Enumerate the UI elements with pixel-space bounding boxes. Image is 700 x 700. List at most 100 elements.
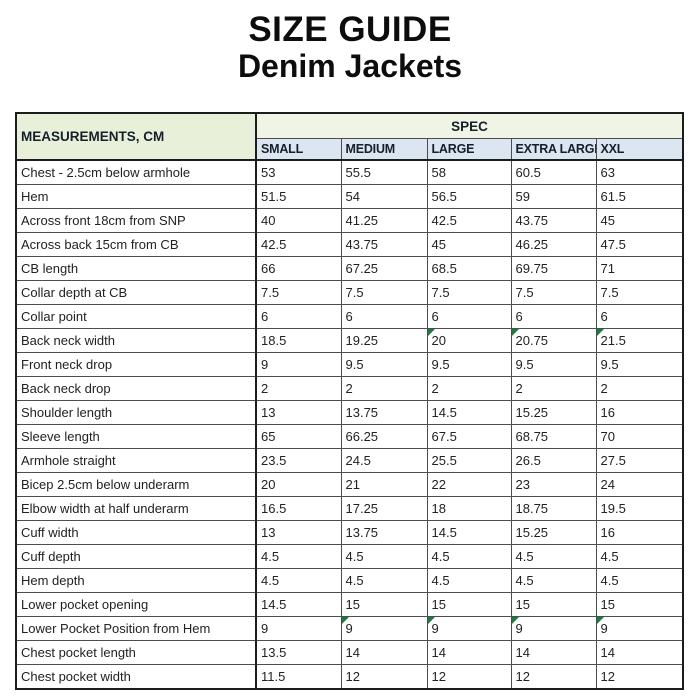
value-cell: 15 [426, 592, 512, 617]
value-cell: 13.5 [255, 640, 342, 665]
value-cell: 7.5 [510, 280, 597, 305]
row-label: Back neck width [15, 328, 257, 353]
value-cell: 55.5 [340, 159, 428, 185]
value-cell: 13 [255, 400, 342, 425]
value-cell: 2 [510, 376, 597, 401]
value-cell: 15.25 [510, 400, 597, 425]
value-cell: 4.5 [340, 544, 428, 569]
table-row: Chest pocket width 11.5 12 12 12 12 [15, 664, 684, 690]
value-text: 65 [261, 429, 276, 444]
value-cell: 42.5 [426, 208, 512, 233]
value-cell: 9 [595, 616, 684, 641]
value-text: 61.5 [600, 189, 626, 204]
value-cell: 7.5 [255, 280, 342, 305]
table-row: Across front 18cm from SNP 40 41.25 42.5 43.… [15, 208, 684, 233]
value-cell: 13.75 [340, 400, 428, 425]
table-row: Elbow width at half underarm 16.5 17.25 18 1… [15, 496, 684, 521]
value-text: 69.75 [515, 261, 549, 276]
comment-marker-icon [342, 617, 349, 624]
value-text: 2 [261, 381, 269, 396]
value-text: 7.5 [600, 285, 619, 300]
value-cell: 45 [426, 232, 512, 257]
row-label: Across back 15cm from CB [15, 232, 257, 257]
value-cell: 14 [510, 640, 597, 665]
comment-marker-icon [597, 617, 604, 624]
value-cell: 16.5 [255, 496, 342, 521]
value-cell: 4.5 [510, 568, 597, 593]
table-header: MEASUREMENTS, CM SPEC SMALL MEDIUM LARGE… [15, 112, 684, 161]
value-text: 4.5 [431, 549, 450, 564]
value-text: 18.75 [515, 501, 549, 516]
table-row: CB length 66 67.25 68.5 69.75 71 [15, 256, 684, 281]
value-text: 7.5 [345, 285, 364, 300]
value-cell: 9 [510, 616, 597, 641]
comment-marker-icon [512, 617, 519, 624]
value-text: 6 [515, 309, 523, 324]
value-text: 24.5 [345, 453, 371, 468]
value-cell: 4.5 [426, 568, 512, 593]
value-text: 42.5 [431, 213, 457, 228]
value-text: 9.5 [515, 357, 534, 372]
value-cell: 71 [595, 256, 684, 281]
value-cell: 51.5 [255, 184, 342, 209]
value-cell: 27.5 [595, 448, 684, 473]
value-text: 20.75 [515, 333, 549, 348]
value-text: 25.5 [431, 453, 457, 468]
value-text: 9 [345, 621, 353, 636]
row-label: Armhole straight [15, 448, 257, 473]
value-text: 12 [431, 669, 446, 684]
value-cell: 15 [595, 592, 684, 617]
value-cell: 60.5 [510, 159, 597, 185]
row-label: Sleeve length [15, 424, 257, 449]
table-row: Bicep 2.5cm below underarm 20 21 22 23 24 [15, 472, 684, 497]
table-row: Front neck drop 9 9.5 9.5 9.5 9.5 [15, 352, 684, 377]
value-cell: 11.5 [255, 664, 342, 690]
value-text: 19.5 [600, 501, 626, 516]
value-text: 4.5 [600, 549, 619, 564]
table-row: Across back 15cm from CB 42.5 43.75 45 46.25… [15, 232, 684, 257]
value-text: 6 [261, 309, 269, 324]
value-text: 9 [515, 621, 523, 636]
value-text: 9.5 [431, 357, 450, 372]
title-line-1: SIZE GUIDE [248, 10, 452, 49]
value-cell: 2 [340, 376, 428, 401]
value-text: 46.25 [515, 237, 549, 252]
value-text: 71 [600, 261, 615, 276]
value-cell: 9 [255, 352, 342, 377]
value-cell: 4.5 [340, 568, 428, 593]
value-cell: 13 [255, 520, 342, 545]
value-cell: 70 [595, 424, 684, 449]
value-cell: 6 [255, 304, 342, 329]
row-label: Bicep 2.5cm below underarm [15, 472, 257, 497]
row-label: Hem [15, 184, 257, 209]
value-cell: 20.75 [510, 328, 597, 353]
value-text: 14.5 [261, 597, 287, 612]
comment-marker-icon [512, 329, 519, 336]
value-text: 18 [431, 501, 446, 516]
value-cell: 42.5 [255, 232, 342, 257]
table-row: Cuff depth 4.5 4.5 4.5 4.5 4.5 [15, 544, 684, 569]
row-label: Collar depth at CB [15, 280, 257, 305]
value-text: 4.5 [515, 549, 534, 564]
value-cell: 21 [340, 472, 428, 497]
value-text: 4.5 [261, 549, 280, 564]
value-cell: 40 [255, 208, 342, 233]
value-text: 4.5 [515, 573, 534, 588]
row-label: Elbow width at half underarm [15, 496, 257, 521]
value-text: 9 [431, 621, 439, 636]
value-text: 7.5 [515, 285, 534, 300]
value-text: 68.75 [515, 429, 549, 444]
value-cell: 14.5 [426, 520, 512, 545]
value-text: 51.5 [261, 189, 287, 204]
value-cell: 16 [595, 520, 684, 545]
table-row: Sleeve length 65 66.25 67.5 68.75 70 [15, 424, 684, 449]
value-text: 45 [600, 213, 615, 228]
value-cell: 67.25 [340, 256, 428, 281]
value-text: 19.25 [345, 333, 379, 348]
value-cell: 7.5 [426, 280, 512, 305]
comment-marker-icon [428, 329, 435, 336]
value-text: 14.5 [431, 405, 457, 420]
row-label: Back neck drop [15, 376, 257, 401]
value-cell: 14 [595, 640, 684, 665]
value-cell: 17.25 [340, 496, 428, 521]
